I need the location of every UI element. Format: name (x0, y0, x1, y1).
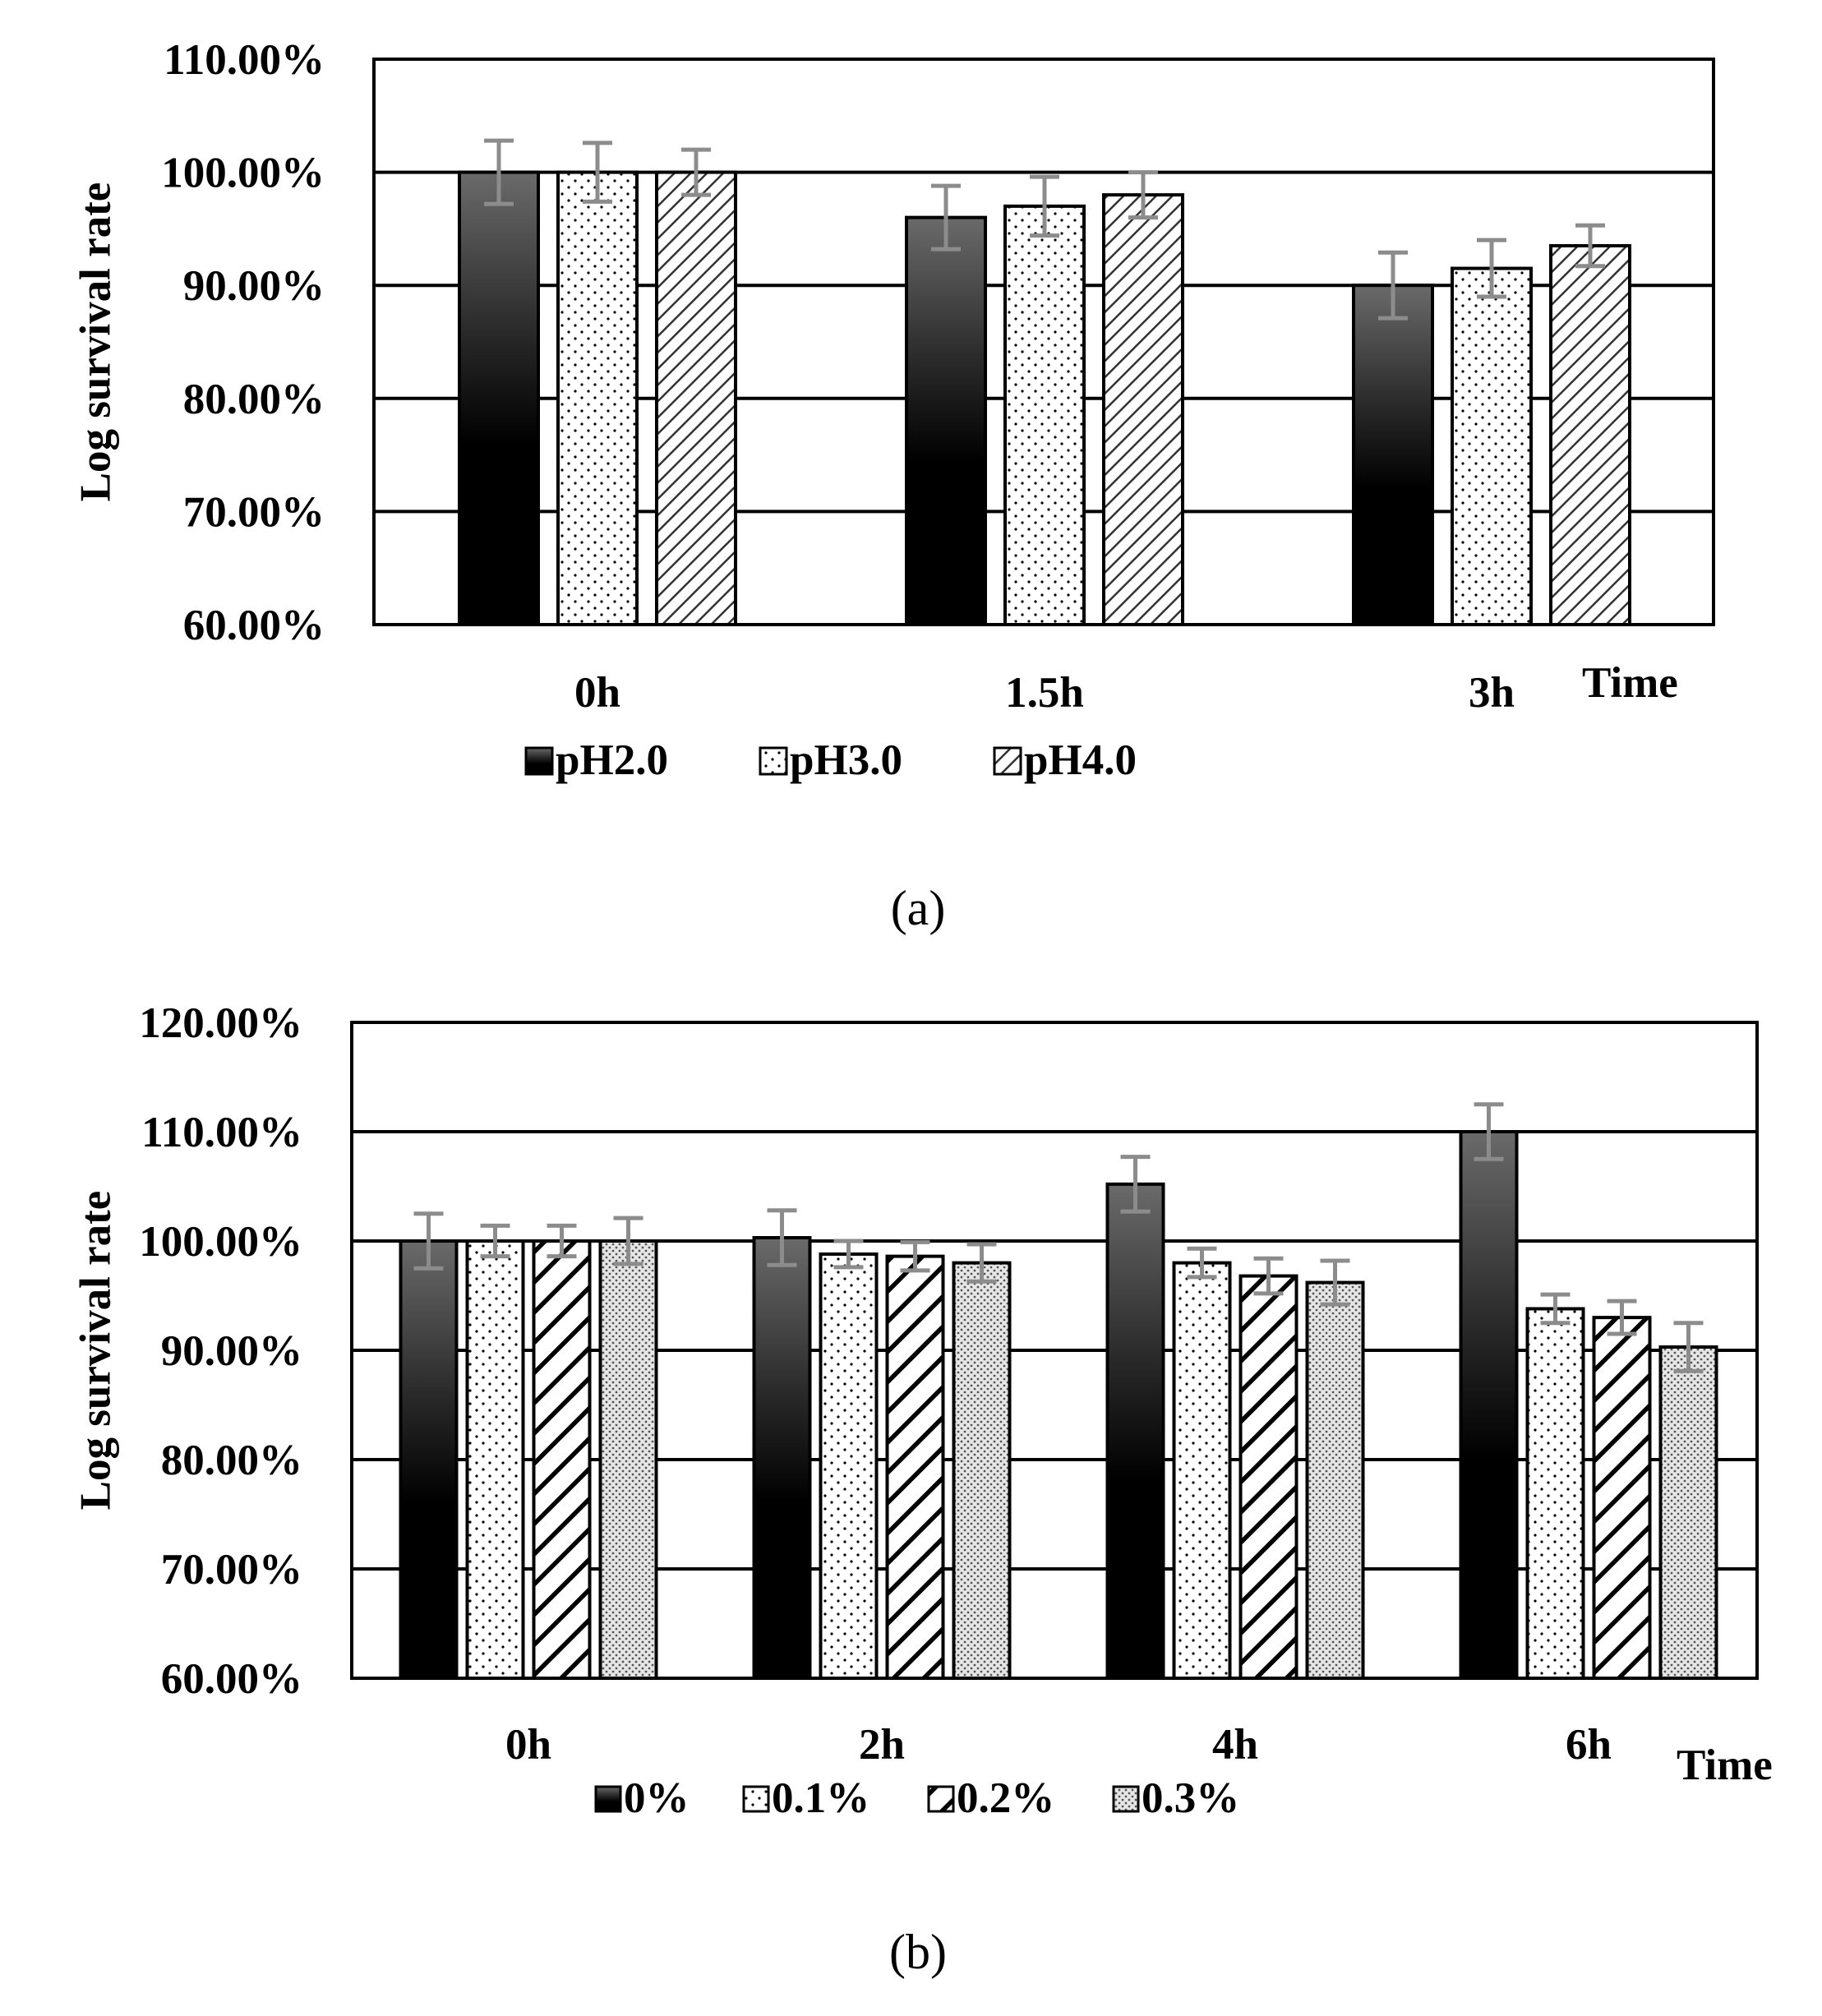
chart-b-bars (399, 1130, 1718, 1681)
chart-b: 60.00% 70.00% 80.00% 90.00% 100.00% 110.00% 12… (72, 999, 1773, 1979)
x-tick-label: 0h (574, 669, 620, 717)
y-tick-label: 120.00% (139, 999, 302, 1047)
chart-a-x-tick-labels: 0h 1.5h 3h (574, 669, 1515, 717)
bar-0%-2h (752, 1236, 812, 1680)
chart-a-legend: pH2.0 pH3.0 pH4.0 (524, 736, 1137, 784)
legend-swatch-0.3% (1112, 1785, 1140, 1813)
bar-pH4.0-0h (655, 170, 737, 627)
chart-a: 60.00% 70.00% 80.00% 90.00% 100.00% 110.00% 0… (72, 36, 1715, 935)
bar-0.3%-0h (598, 1239, 658, 1680)
bar-pH3.0-3h (1451, 266, 1533, 626)
x-tick-label: 0h (505, 1721, 551, 1769)
chart-a-y-axis-title: Log survival rate (72, 182, 120, 502)
bar-0.2%-6h (1592, 1316, 1652, 1680)
bar-0.3%-4h (1305, 1280, 1365, 1681)
bar-0.2%-4h (1238, 1274, 1298, 1681)
y-tick-label: 90.00% (161, 1327, 302, 1375)
bar-pH2.0-0h (458, 170, 540, 627)
legend-swatch-pH4.0 (993, 746, 1022, 776)
legend-swatch-0.2% (927, 1785, 955, 1813)
bar-0.2%-2h (885, 1254, 945, 1680)
bar-0.1%-6h (1525, 1307, 1585, 1680)
chart-b-x-tick-labels: 0h 2h 4h 6h (505, 1721, 1612, 1769)
chart-b-legend: 0% 0.1% 0.2% 0.3% (594, 1774, 1239, 1822)
y-tick-label: 110.00% (164, 36, 325, 84)
bar-pH2.0-3h (1352, 284, 1434, 626)
legend-label-0.3%: 0.3% (1142, 1774, 1239, 1822)
legend-label-pH3.0: pH3.0 (790, 736, 902, 784)
chart-b-y-axis-title: Log survival rate (72, 1191, 120, 1511)
y-tick-label: 60.00% (161, 1655, 302, 1703)
chart-b-error-bars (413, 1102, 1704, 1373)
y-tick-label: 80.00% (161, 1437, 302, 1484)
x-tick-label: 1.5h (1005, 669, 1084, 717)
legend-swatch-pH3.0 (759, 746, 788, 776)
y-tick-label: 80.00% (183, 376, 325, 423)
legend-label-0.2%: 0.2% (957, 1774, 1054, 1822)
bar-0.1%-4h (1172, 1261, 1232, 1680)
legend-swatch-0% (594, 1785, 622, 1813)
y-tick-label: 100.00% (139, 1218, 302, 1266)
bar-0.1%-0h (465, 1239, 525, 1680)
legend-label-0%: 0% (624, 1774, 690, 1822)
chart-a-plot-frame (372, 58, 1715, 626)
y-tick-label: 90.00% (183, 262, 325, 310)
x-tick-label: 2h (859, 1721, 905, 1769)
bar-0%-0h (399, 1239, 459, 1680)
chart-b-y-tick-labels: 60.00% 70.00% 80.00% 90.00% 100.00% 110.00% 12… (139, 999, 302, 1703)
y-tick-label: 70.00% (161, 1546, 302, 1594)
bar-0.3%-2h (952, 1261, 1012, 1680)
bar-0.3%-6h (1658, 1345, 1718, 1680)
chart-b-x-axis-title: Time (1677, 1742, 1773, 1789)
bar-pH2.0-1.5h (905, 215, 987, 626)
y-tick-label: 100.00% (161, 150, 325, 197)
legend-label-pH2.0: pH2.0 (556, 736, 668, 784)
legend-label-pH4.0: pH4.0 (1024, 736, 1137, 784)
chart-a-bars (458, 170, 1631, 627)
chart-a-panel-label: (a) (891, 881, 946, 935)
y-tick-label: 110.00% (141, 1109, 302, 1156)
bar-pH3.0-0h (556, 170, 639, 627)
bar-pH4.0-1.5h (1102, 193, 1184, 626)
chart-b-plot-frame (350, 1021, 1759, 1680)
legend-label-0.1%: 0.1% (772, 1774, 869, 1822)
bar-0.1%-2h (819, 1252, 879, 1680)
chart-b-panel-label: (b) (889, 1925, 947, 1979)
y-tick-label: 60.00% (183, 602, 325, 649)
bar-0%-6h (1459, 1130, 1519, 1680)
chart-a-y-tick-labels: 60.00% 70.00% 80.00% 90.00% 100.00% 110.00% (161, 36, 325, 649)
bar-pH4.0-3h (1549, 244, 1631, 626)
x-tick-label: 4h (1212, 1721, 1258, 1769)
bar-0.2%-0h (532, 1239, 592, 1680)
x-tick-label: 3h (1469, 669, 1515, 717)
legend-swatch-pH2.0 (524, 746, 554, 776)
bar-pH3.0-1.5h (1003, 204, 1086, 626)
bar-0%-4h (1105, 1182, 1165, 1680)
chart-a-x-axis-title: Time (1582, 659, 1678, 707)
chart-a-error-bars (484, 138, 1605, 321)
y-tick-label: 70.00% (183, 488, 325, 536)
x-tick-label: 6h (1566, 1721, 1612, 1769)
legend-swatch-0.1% (742, 1785, 770, 1813)
